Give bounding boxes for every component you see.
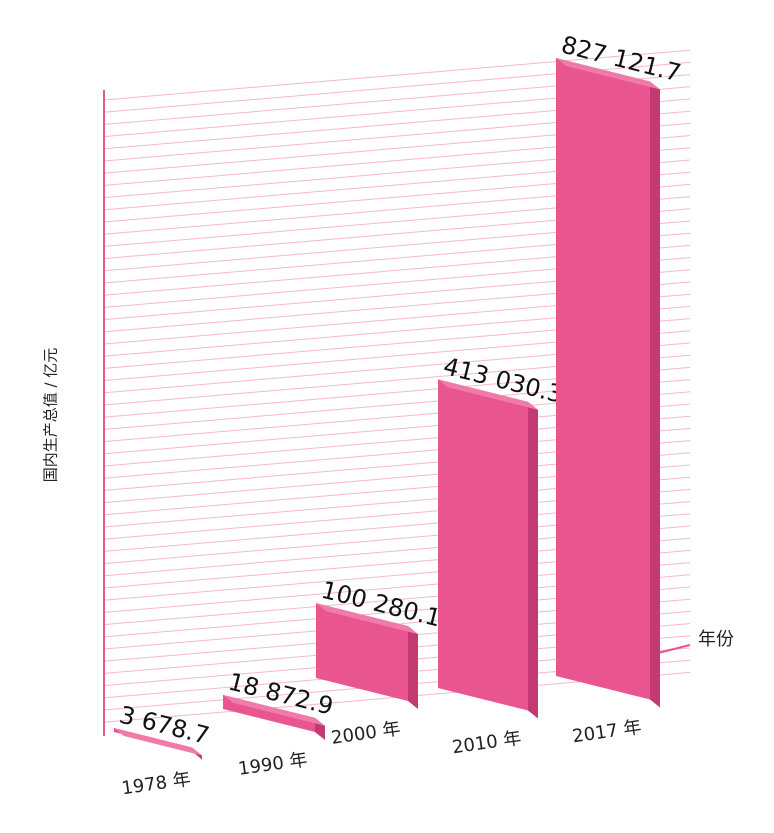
- category-label: 1978 年: [120, 769, 192, 799]
- bar-side: [408, 626, 418, 709]
- bar-top: [316, 603, 418, 635]
- bar-top: [438, 379, 538, 410]
- x-axis-title: 年份: [698, 629, 734, 650]
- category-label: 2010 年: [451, 728, 523, 758]
- bar: [316, 603, 408, 701]
- bar: [556, 58, 650, 700]
- category-label: 1990 年: [237, 749, 309, 779]
- bar-side: [650, 81, 660, 708]
- category-label: 2017 年: [571, 717, 643, 747]
- bar-top: [114, 728, 202, 756]
- bar-top: [556, 58, 660, 90]
- category-label: 2000 年: [330, 718, 402, 748]
- bar-top: [223, 694, 325, 726]
- bar-side: [528, 401, 538, 719]
- bar: [438, 379, 528, 711]
- grid-line: [103, 49, 691, 101]
